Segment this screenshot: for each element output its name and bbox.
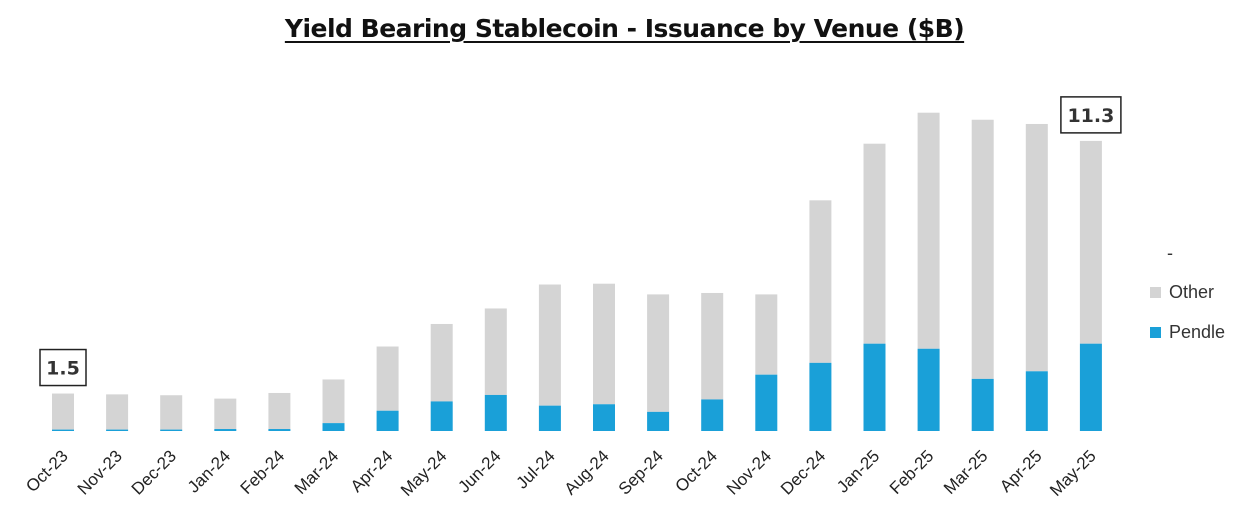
x-tick-label: Sep-24 (615, 446, 667, 498)
legend-extra-entry: - (1167, 243, 1173, 263)
x-tick-label: Jun-24 (454, 446, 504, 496)
annotation-box (1060, 96, 1122, 134)
bar-other-May-25 (1079, 140, 1102, 344)
annotation-label: 11.3 (1067, 105, 1114, 127)
x-tick-label: Oct-24 (672, 446, 722, 496)
x-tick-label: Mar-25 (940, 446, 992, 498)
x-tick-label: Mar-24 (291, 446, 343, 498)
x-tick-label: Jan-24 (184, 446, 234, 496)
legend-label-pendle: Pendle (1169, 321, 1226, 342)
annotation-May-25: 11.3 (1060, 96, 1122, 134)
x-tick-label: Nov-23 (74, 446, 126, 498)
x-tick-label: Dec-24 (777, 446, 829, 498)
legend-item-pendle: Pendle (1150, 318, 1225, 346)
legend-swatch-pendle (1150, 326, 1161, 338)
annotation-label: 1.5 (46, 358, 80, 380)
bar-pendle-Mar-25 (971, 378, 994, 431)
bar-pendle-Feb-24 (268, 429, 291, 431)
bar-pendle-Oct-24 (701, 399, 724, 431)
x-tick-label: Feb-25 (886, 446, 938, 498)
legend-item-other: Other (1150, 278, 1225, 306)
bar-other-Nov-23 (106, 394, 129, 430)
bar-other-Dec-24 (809, 200, 832, 363)
bar-pendle-Jan-25 (863, 343, 886, 431)
bar-other-Jan-24 (214, 398, 237, 430)
bar-pendle-Dec-23 (160, 429, 183, 431)
annotation-box (39, 348, 87, 387)
bar-other-Feb-24 (268, 392, 291, 430)
bar-other-May-24 (430, 323, 453, 402)
bar-pendle-Jan-24 (214, 429, 237, 431)
bar-pendle-Dec-24 (809, 362, 832, 431)
x-tick-label: Apr-24 (347, 446, 397, 496)
x-tick-label: Oct-23 (22, 446, 72, 496)
bar-pendle-Apr-24 (376, 410, 399, 431)
x-tick-label: Nov-24 (723, 446, 775, 498)
bar-other-Mar-25 (971, 119, 994, 379)
bar-other-Oct-24 (701, 292, 724, 400)
bar-pendle-Aug-24 (593, 404, 615, 431)
bar-other-Aug-24 (593, 283, 615, 405)
bar-pendle-May-24 (430, 401, 453, 431)
annotation-Oct-23: 1.5 (39, 348, 87, 387)
bar-pendle-Nov-23 (106, 429, 129, 431)
bar-pendle-Jun-24 (484, 394, 507, 431)
x-tick-label: May-24 (397, 446, 451, 500)
bar-other-Jun-24 (484, 308, 507, 395)
x-tick-label: Feb-24 (237, 446, 289, 498)
bar-pendle-Jul-24 (538, 405, 561, 431)
bar-other-Feb-25 (917, 112, 940, 349)
legend-label-other: Other (1169, 281, 1215, 302)
x-tick-label: Jul-24 (513, 446, 559, 492)
chart-title: Yield Bearing Stablecoin - Issuance by V… (284, 14, 965, 43)
legend-swatch-other (1150, 286, 1161, 298)
bar-pendle-Feb-25 (917, 348, 940, 431)
legend: - Other Pendle (1150, 240, 1225, 346)
bar-pendle-May-25 (1079, 343, 1102, 431)
x-tick-label: Apr-25 (996, 446, 1046, 496)
bar-other-Jul-24 (538, 284, 561, 406)
bar-other-Dec-23 (160, 395, 183, 430)
bar-pendle-Mar-24 (322, 423, 345, 431)
bar-other-Apr-25 (1025, 123, 1048, 372)
bar-other-Mar-24 (322, 379, 345, 424)
x-tick-label: Dec-23 (128, 446, 180, 498)
bar-other-Jan-25 (863, 143, 886, 344)
bar-other-Apr-24 (376, 346, 399, 411)
bar-other-Nov-24 (755, 294, 778, 375)
bar-pendle-Nov-24 (755, 374, 778, 431)
bar-pendle-Oct-23 (52, 429, 74, 431)
bar-other-Oct-23 (52, 393, 74, 430)
bar-pendle-Sep-24 (647, 411, 670, 431)
x-tick-label: Jan-25 (833, 446, 883, 496)
x-tick-label: Aug-24 (561, 446, 613, 498)
bar-pendle-Apr-25 (1025, 371, 1048, 431)
x-tick-label: May-25 (1046, 446, 1100, 500)
bar-other-Sep-24 (647, 294, 670, 412)
